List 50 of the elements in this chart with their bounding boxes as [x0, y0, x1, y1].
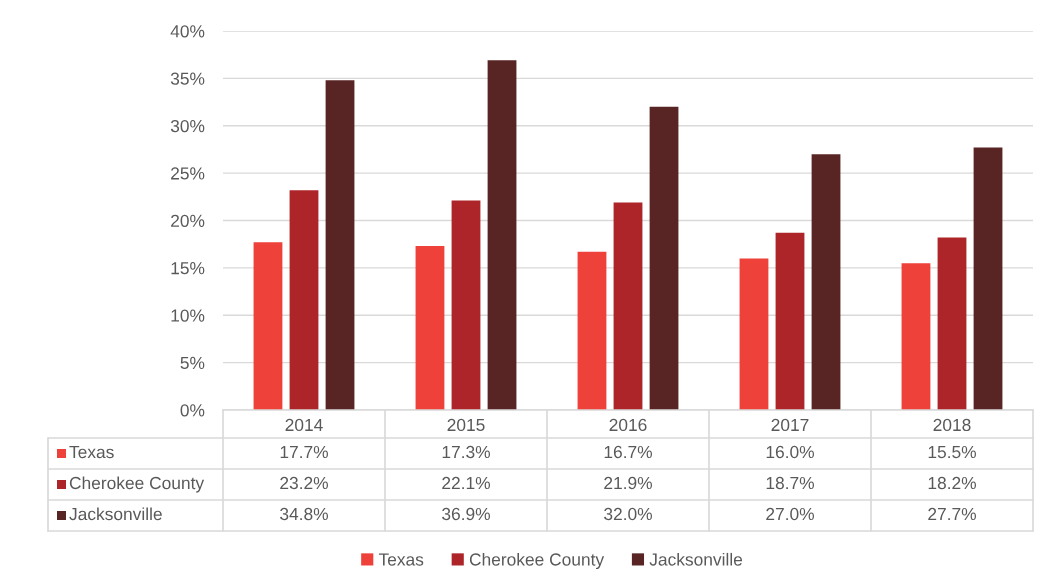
data-label: 16.0% [766, 445, 814, 459]
bar [289, 190, 319, 410]
bar [487, 60, 517, 410]
y-tick-label: 15% [171, 262, 205, 275]
x-tick-label: 2016 [609, 418, 647, 432]
y-tick-label: 25% [171, 167, 205, 180]
y-tick-label: 20% [171, 214, 205, 227]
data-label: 18.2% [928, 476, 976, 490]
data-label: 23.2% [280, 476, 328, 490]
y-tick-label: 0% [180, 404, 205, 417]
y-tick-label: 5% [180, 356, 205, 370]
data-label: 34.8% [280, 507, 328, 521]
bar [451, 200, 481, 410]
bar [577, 251, 607, 410]
y-tick-label: 40% [170, 25, 205, 38]
bar [415, 246, 445, 410]
data-label: 17.7% [280, 445, 328, 459]
y-tick-label: 10% [171, 309, 205, 322]
bar [811, 154, 841, 410]
data-label: 27.0% [766, 507, 814, 521]
text: Cherokee County [469, 552, 605, 570]
data-label: 32.0% [604, 507, 652, 521]
bar [901, 263, 931, 410]
x-tick-label: 2018 [933, 418, 971, 432]
bar [325, 80, 355, 410]
data-label: 21.9% [604, 476, 652, 490]
data-label: 22.1% [442, 476, 490, 490]
bar [739, 258, 769, 410]
data-label: 15.5% [928, 445, 976, 459]
data-label: 18.7% [766, 476, 814, 490]
data-label: 27.7% [928, 507, 976, 521]
bar [649, 106, 679, 410]
x-tick-label: 2015 [447, 418, 485, 432]
legend-label: Cherokee County [69, 476, 205, 493]
bar [973, 147, 1003, 410]
text: Jacksonville [69, 507, 162, 521]
y-tick-label: 30% [170, 119, 205, 133]
bar [775, 232, 805, 410]
data-label: 16.7% [604, 445, 652, 459]
text: Texas [69, 446, 114, 459]
bar [613, 202, 643, 410]
bar [253, 242, 283, 410]
bar [937, 237, 967, 410]
x-tick-label: 2017 [771, 418, 809, 432]
y-tick-label: 35% [170, 72, 205, 85]
x-tick-label: 2014 [285, 418, 323, 432]
legend-label: Jacksonville [649, 552, 743, 566]
data-label: 17.3% [442, 445, 490, 459]
legend-label: Texas [378, 553, 424, 566]
data-label: 36.9% [442, 507, 490, 521]
